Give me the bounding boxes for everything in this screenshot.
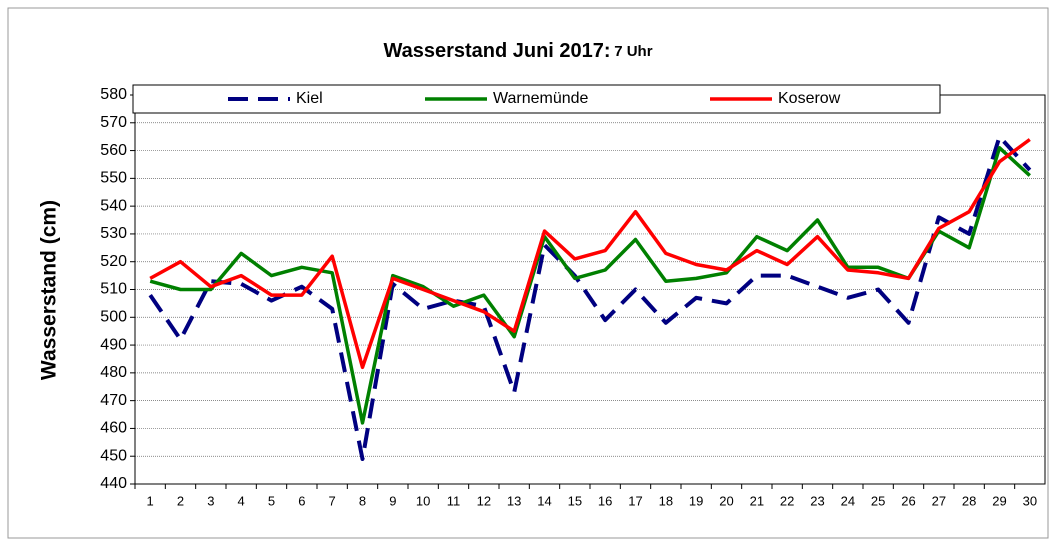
x-tick-label: 19: [689, 493, 703, 508]
x-tick-label: 22: [780, 493, 794, 508]
y-tick-label: 570: [100, 114, 127, 131]
title: Wasserstand Juni 2017:: [383, 40, 610, 62]
x-tick-label: 4: [238, 493, 245, 508]
x-tick-label: 26: [901, 493, 915, 508]
x-tick-label: 29: [992, 493, 1006, 508]
x-tick-label: 12: [477, 493, 491, 508]
y-tick-label: 500: [100, 309, 127, 326]
y-axis-label: Wasserstand (cm): [38, 200, 61, 380]
x-tick-label: 10: [416, 493, 430, 508]
series-line: [148, 134, 1032, 461]
y-tick-label: 560: [100, 142, 127, 159]
x-tick-label: 18: [659, 493, 673, 508]
x-tick-label: 8: [359, 493, 366, 508]
legend-label: Warnemünde: [493, 90, 589, 107]
x-tick-label: 28: [962, 493, 976, 508]
x-tick-label: 13: [507, 493, 521, 508]
x-tick-label: 6: [298, 493, 305, 508]
series-line: [149, 146, 1031, 425]
x-tick-label: 30: [1023, 493, 1037, 508]
y-tick-label: 460: [100, 420, 127, 437]
x-tick-label: 1: [147, 493, 154, 508]
legend-label: Koserow: [778, 90, 841, 107]
x-tick-label: 20: [719, 493, 733, 508]
x-tick-label: 16: [598, 493, 612, 508]
x-tick-label: 3: [207, 493, 214, 508]
legend: [132, 84, 941, 114]
x-tick-label: 7: [329, 493, 336, 508]
x-tick-label: 23: [810, 493, 824, 508]
y-tick-label: 510: [100, 281, 127, 298]
x-tick-label: 9: [389, 493, 396, 508]
subtitle: 7 Uhr: [614, 43, 653, 60]
y-tick-label: 470: [100, 392, 127, 409]
x-tick-label: 21: [750, 493, 764, 508]
y-tick-label: 540: [100, 197, 127, 214]
x-tick-label: 27: [932, 493, 946, 508]
x-tick-label: 5: [268, 493, 275, 508]
x-tick-label: 25: [871, 493, 885, 508]
y-tick-label: 550: [100, 170, 127, 187]
y-tick-label: 450: [100, 447, 127, 464]
y-tick-label: 480: [100, 364, 127, 381]
x-tick-label: 24: [841, 493, 855, 508]
x-tick-label: 11: [447, 493, 461, 508]
y-tick-label: 530: [100, 225, 127, 242]
y-tick-label: 520: [100, 253, 127, 270]
x-tick-label: 15: [568, 493, 582, 508]
series-line: [149, 138, 1031, 370]
y-tick-label: 580: [100, 86, 127, 103]
x-tick-label: 2: [177, 493, 184, 508]
chart-title: Wasserstand Juni 2017: 7 Uhr: [383, 40, 652, 62]
y-tick-label: 490: [100, 336, 127, 353]
x-tick-label: 14: [537, 493, 551, 508]
y-tick-label: 440: [100, 475, 127, 492]
x-tick-label: 17: [628, 493, 642, 508]
legend-label: Kiel: [296, 90, 323, 107]
